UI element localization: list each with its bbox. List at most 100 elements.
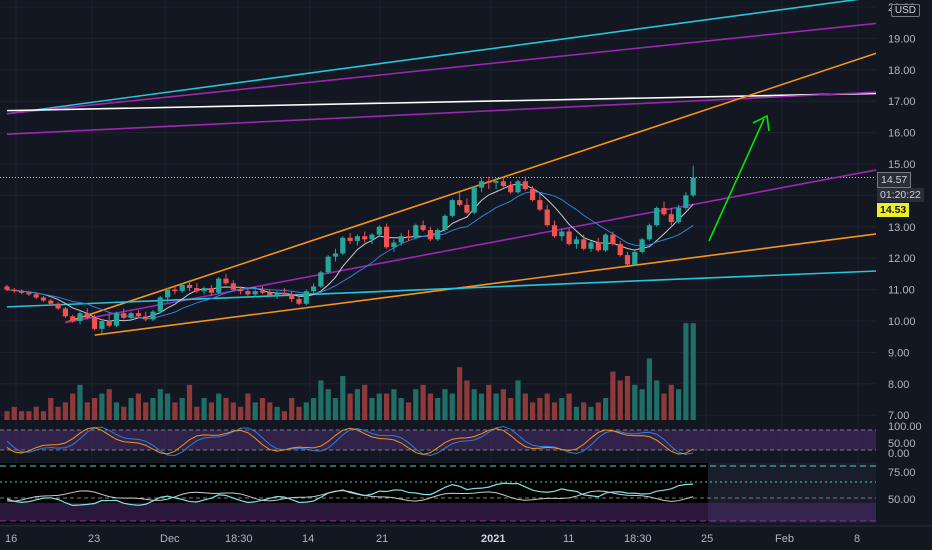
candle-body — [121, 313, 127, 318]
candle — [19, 289, 25, 295]
candle-body — [208, 288, 214, 293]
stoch-k-line — [6, 425, 694, 457]
candle-body — [245, 291, 251, 295]
price-axis[interactable]: 20.0019.0018.0017.0016.0015.0014.0013.00… — [876, 0, 932, 526]
candle-body — [340, 237, 346, 254]
candle — [99, 319, 105, 334]
candle-body — [566, 231, 572, 245]
candle-body — [106, 321, 112, 326]
candle — [668, 207, 674, 226]
volume-bar — [201, 398, 207, 420]
candle-body — [84, 313, 90, 318]
candle — [77, 311, 83, 325]
volume-bar — [442, 389, 448, 420]
volume-bar — [172, 402, 178, 420]
volume-bar — [289, 398, 295, 420]
candle-body — [303, 291, 309, 304]
bar-countdown-label: 01:20:22 — [877, 188, 924, 202]
rsi-tick-label: 75.00 — [888, 467, 916, 479]
volume-bar — [318, 380, 324, 420]
candle — [493, 178, 499, 190]
volume-bar — [128, 398, 134, 420]
candle — [55, 302, 61, 311]
candle-body — [267, 292, 273, 296]
volume-bar — [238, 406, 244, 420]
candle — [11, 288, 17, 293]
time-tick-label: 18:30 — [624, 533, 652, 545]
candle — [26, 291, 32, 296]
trend-lines[interactable] — [6, 0, 884, 336]
candle-body — [99, 321, 105, 329]
candle-body — [194, 288, 200, 292]
candle — [208, 284, 214, 296]
volume-bar — [573, 406, 579, 420]
candle — [661, 201, 667, 216]
volume-bar — [274, 406, 280, 420]
candle-body — [654, 207, 660, 226]
volume-bar — [413, 389, 419, 420]
candle — [318, 270, 324, 289]
candle-body — [4, 286, 10, 290]
projection-arrow[interactable] — [708, 114, 770, 242]
candle-body — [311, 286, 317, 292]
candle — [311, 283, 317, 295]
stoch-tick-label: 0.00 — [888, 448, 909, 460]
candle — [522, 176, 528, 191]
price-tick-label: 9.00 — [888, 347, 909, 359]
candle — [303, 289, 309, 306]
price-tick-label: 12.00 — [888, 253, 916, 265]
candle — [449, 198, 455, 218]
candle-body — [92, 317, 98, 329]
stoch-tick-label: 50.00 — [888, 438, 916, 450]
time-tick-label: 14 — [302, 533, 314, 545]
candle-body — [62, 308, 68, 317]
volume-bar — [537, 398, 543, 420]
candle — [84, 308, 90, 320]
candle — [230, 280, 236, 292]
volume-bar — [252, 402, 258, 420]
volume-bar — [624, 376, 631, 420]
candle — [128, 311, 134, 321]
volume-bar — [135, 393, 141, 420]
candle — [267, 289, 273, 298]
volume-bar — [668, 384, 674, 420]
volume-bar — [559, 398, 565, 420]
volume-bar — [522, 393, 528, 420]
candle — [478, 178, 485, 193]
candlesticks[interactable] — [4, 165, 696, 334]
currency-badge[interactable]: USD — [890, 4, 920, 17]
candle — [216, 277, 222, 295]
price-tick-label: 16.00 — [888, 128, 916, 140]
volume-bar — [376, 393, 382, 420]
candle — [559, 228, 565, 241]
candle-body — [33, 294, 39, 298]
time-tick-label: 16 — [5, 533, 17, 545]
candle-body — [48, 300, 54, 304]
volume-bar — [33, 406, 39, 420]
candle-body — [40, 297, 47, 301]
candle-body — [457, 200, 463, 205]
volume-bar — [457, 367, 463, 420]
candle — [530, 185, 536, 202]
volume-bar — [449, 393, 455, 420]
candle-body — [252, 291, 258, 295]
candle-body — [143, 316, 149, 320]
time-tick-label: 25 — [701, 533, 713, 545]
candle-body — [668, 214, 674, 223]
candle — [92, 314, 98, 331]
trend-line-purple — [65, 167, 884, 324]
candle — [33, 292, 39, 300]
candle — [603, 233, 609, 252]
candle — [457, 192, 463, 207]
candle — [223, 273, 229, 285]
volume-bar — [690, 323, 696, 420]
candle-body — [624, 255, 631, 265]
candle — [150, 310, 156, 321]
candle-body — [398, 236, 404, 243]
candle — [245, 288, 251, 296]
candle-body — [530, 189, 536, 201]
volume-bar — [478, 393, 485, 420]
time-axis[interactable]: 16 23 Dec 18:30 14 21 2021 11 18:30 25 Feb 8 — [0, 525, 932, 545]
candle — [581, 234, 587, 251]
